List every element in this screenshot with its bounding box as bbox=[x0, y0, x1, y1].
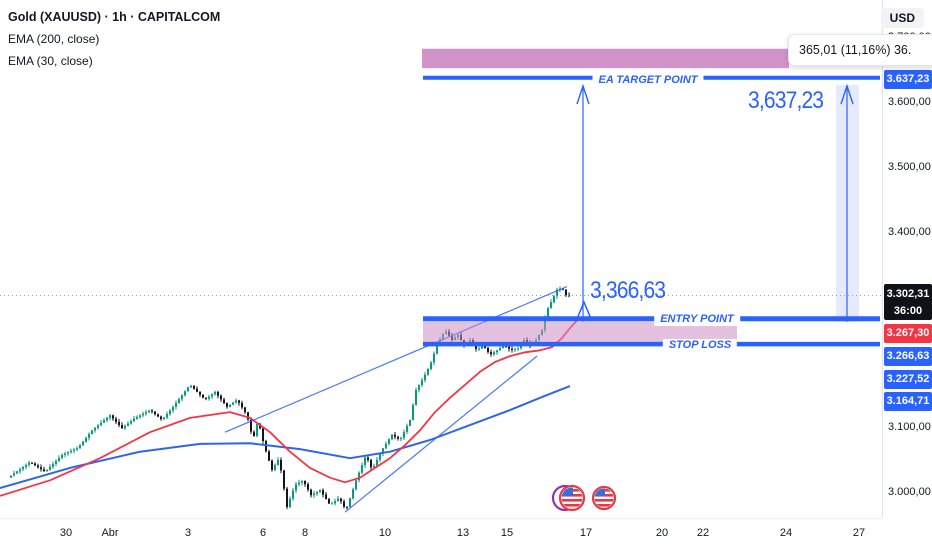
price-axis[interactable]: 3.700,003.600,003.500,003.400,003.100,00… bbox=[882, 0, 932, 518]
price-axis-label: 3.600,00 bbox=[888, 96, 931, 108]
time-axis-label: 27 bbox=[852, 527, 866, 539]
price-badge-current: 3.302,31 36:00 bbox=[884, 284, 932, 320]
time-axis-label: 15 bbox=[500, 527, 514, 539]
price-badge-blue: 3.637,23 bbox=[884, 70, 932, 89]
time-axis-label: 24 bbox=[779, 527, 793, 539]
time-axis-label: 6 bbox=[259, 527, 267, 539]
projection-arrow-2[interactable] bbox=[840, 83, 854, 322]
time-axis-label: 8 bbox=[301, 527, 309, 539]
ema200-line bbox=[0, 385, 571, 490]
symbol-title[interactable]: Gold (XAUUSD) · 1h · CAPITALCOM bbox=[8, 10, 221, 24]
time-axis-label: 17 bbox=[579, 527, 593, 539]
legend: Gold (XAUUSD) · 1h · CAPITALCOM EMA (200… bbox=[8, 10, 220, 69]
target-line-label[interactable]: EA TARGET POINT bbox=[592, 74, 704, 87]
price-axis-label: 3.000,00 bbox=[888, 486, 931, 498]
projection-arrow-1[interactable] bbox=[576, 83, 590, 322]
time-axis-label: 13 bbox=[456, 527, 470, 539]
economic-event-icon[interactable] bbox=[591, 485, 617, 511]
pullback-zigzag[interactable] bbox=[575, 300, 593, 322]
time-axis-label: 30 bbox=[59, 527, 73, 539]
currency-toggle[interactable]: USD bbox=[880, 8, 924, 28]
peak-price-text: 3,366,63 bbox=[590, 277, 666, 304]
price-badge-blue: 3.266,63 bbox=[884, 347, 932, 366]
trendline-1[interactable] bbox=[224, 286, 568, 433]
entry-zone[interactable] bbox=[423, 321, 737, 344]
trendline-2[interactable] bbox=[344, 355, 538, 513]
entry-line-label[interactable]: ENTRY POINT bbox=[654, 313, 740, 326]
candles bbox=[10, 286, 570, 510]
target-zone[interactable] bbox=[422, 48, 789, 69]
target-price-text: 3,637,23 bbox=[748, 87, 824, 114]
measure-tooltip: 365,01 (11,16%) 36. bbox=[788, 34, 932, 66]
time-axis-label: 10 bbox=[378, 527, 392, 539]
indicator-ema200[interactable]: EMA (200, close) bbox=[8, 32, 100, 46]
price-axis-label: 3.100,00 bbox=[888, 421, 931, 433]
price-axis-label: 3.400,00 bbox=[888, 226, 931, 238]
time-axis-label: 22 bbox=[696, 527, 710, 539]
time-axis[interactable]: 30 Abr 3 6 8 10 13 15 17 20 22 24 27 bbox=[0, 518, 882, 550]
economic-event-icon[interactable] bbox=[551, 484, 586, 512]
price-badge-red: 3.267,30 bbox=[884, 324, 932, 343]
time-axis-label: 20 bbox=[655, 527, 669, 539]
indicator-ema30[interactable]: EMA (30, close) bbox=[8, 54, 93, 68]
time-axis-label: Abr bbox=[101, 527, 119, 539]
price-badge-blue: 3.227,52 bbox=[884, 370, 932, 389]
stop-line-label[interactable]: STOP LOSS bbox=[662, 339, 738, 352]
ema30-line bbox=[0, 318, 579, 497]
price-badge-blue: 3.164,71 bbox=[884, 392, 932, 411]
price-axis-label: 3.500,00 bbox=[888, 161, 931, 173]
time-axis-label: 3 bbox=[184, 527, 192, 539]
